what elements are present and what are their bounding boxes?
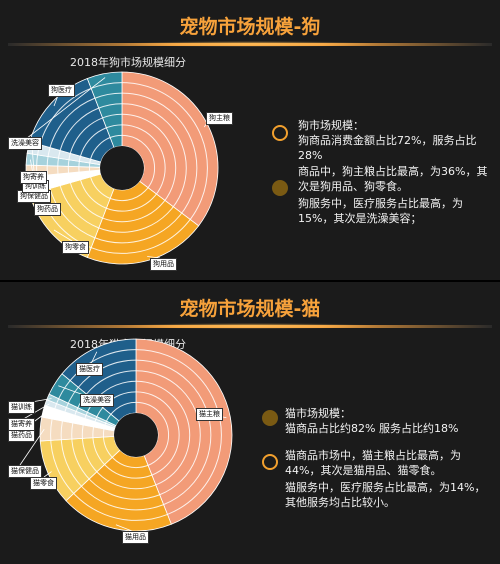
dog-ring-line-3 <box>67 113 177 223</box>
dog-label-9: 洗澡美容 <box>8 137 42 150</box>
cat-title: 宠物市场规模-猫 <box>179 298 321 320</box>
dog-center-hole <box>100 146 144 190</box>
dog-note-2: 商品中，狗主粮占比最高，为36%，其次是狗用品、狗零食。 <box>298 165 488 193</box>
dog-label-1: 狗主粮 <box>206 112 233 125</box>
dog-ring-line-2 <box>78 124 166 212</box>
cat-title-glow <box>120 323 380 329</box>
cat-leader-3 <box>43 471 52 478</box>
dog-note-1: 狗市场规模： 狗商品消费金额占比72%，服务占比28% <box>298 118 493 163</box>
cat-ring-line-6 <box>50 349 222 521</box>
cat-note-ring-icon <box>262 454 278 470</box>
cat-ring-line-2 <box>92 391 180 479</box>
cat-leader-2 <box>115 524 133 532</box>
dog-label-2: 狗用品 <box>150 258 177 271</box>
cat-note-3: 猫服务中，医疗服务占比最高，为14%，其他服务均占比较小。 <box>285 481 486 509</box>
cat-label-9: 猫医疗 <box>76 363 103 376</box>
dog-label-8: 狗医疗 <box>48 84 75 97</box>
dog-panel: 宠物市场规模-狗 2018年狗市场规模细分 狗市场规模： 狗商品消费金额占比72… <box>0 0 500 282</box>
dog-note-1a: 狗市场规模： <box>298 119 364 132</box>
dog-ring-line-5 <box>46 92 198 244</box>
cat-note-dot-icon <box>262 410 278 426</box>
cat-note-1b: 猫商品占比约82% 服务占比约18% <box>285 422 459 435</box>
cat-ring-line-1 <box>102 401 170 469</box>
dog-title-glow <box>120 41 380 47</box>
dog-note-3: 狗服务中，医疗服务占比最高，为15%，其次是洗澡美容； <box>298 197 463 225</box>
dog-leader-7 <box>31 148 35 172</box>
dog-ring-line-6 <box>36 82 208 254</box>
cat-label-7: 猫训练 <box>8 401 35 414</box>
dog-ring-line-4 <box>57 103 187 233</box>
dog-note-1b: 狗商品消费金额占比72%，服务占比28% <box>298 134 477 162</box>
cat-label-1: 猫主粮 <box>196 408 223 421</box>
cat-panel: 宠物市场规模-猫 2018年猫市场规模细分 猫市场规模： 猫商品占比约82% 服… <box>0 282 500 564</box>
dog-label-7: 狗寄养 <box>20 171 47 184</box>
cat-label-3: 猫零食 <box>30 477 57 490</box>
dog-leader-9 <box>21 77 106 143</box>
cat-label-4: 猫保健品 <box>8 465 42 478</box>
dog-leader-3 <box>53 229 73 242</box>
dog-chart-title: 2018年狗市场规模细分 <box>70 56 186 69</box>
dog-label-3: 狗零食 <box>62 241 89 254</box>
cat-note-2: 猫商品市场中，猫主粮占比最高，为44%，其次是猫用品、猫零食。 <box>285 449 461 477</box>
cat-ring-line-5 <box>60 359 212 511</box>
cat-center-hole <box>114 413 158 457</box>
cat-label-2: 猫用品 <box>122 531 149 544</box>
dog-title: 宠物市场规模-狗 <box>179 16 321 38</box>
cat-ring-line-4 <box>71 370 201 500</box>
cat-note-1: 猫市场规模： 猫商品占比约82% 服务占比约18% <box>285 406 490 436</box>
cat-note-1a: 猫市场规模： <box>285 407 351 420</box>
cat-donut-chart <box>19 338 233 532</box>
dog-ring-line-1 <box>88 134 156 202</box>
cat-label-6: 猫寄养 <box>8 418 35 431</box>
dog-leader-2 <box>147 256 161 259</box>
dog-note-ring-icon <box>272 125 288 141</box>
cat-ring-line-3 <box>81 380 191 490</box>
cat-leader-4 <box>19 428 45 466</box>
cat-label-8: 洗澡美容 <box>80 394 114 407</box>
dog-label-4: 狗药品 <box>34 203 61 216</box>
dog-note-dot-icon <box>272 180 288 196</box>
